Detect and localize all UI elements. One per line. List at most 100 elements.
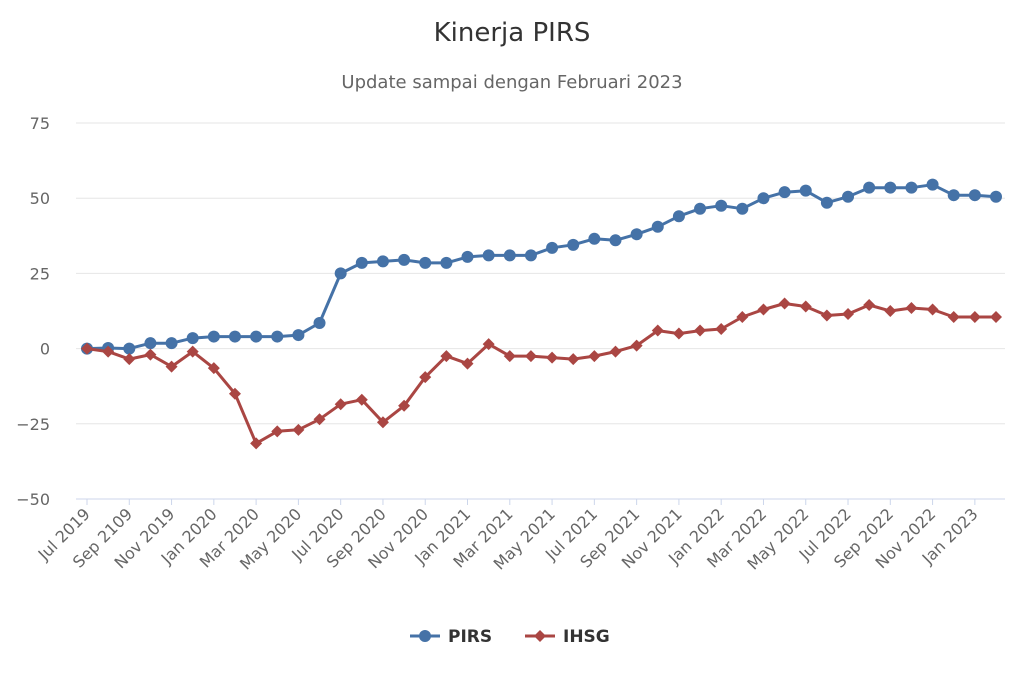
data-point-pirs[interactable] [207,330,220,343]
data-point-ihsg[interactable] [799,300,812,313]
data-point-ihsg[interactable] [588,350,601,363]
data-point-ihsg[interactable] [630,339,643,352]
data-point-pirs[interactable] [144,337,157,350]
data-point-ihsg[interactable] [567,353,580,366]
data-point-pirs[interactable] [165,337,178,350]
data-point-pirs[interactable] [398,253,411,266]
legend-item-ihsg[interactable]: IHSG [525,627,610,647]
data-point-pirs[interactable] [503,249,516,262]
data-point-ihsg[interactable] [271,425,284,438]
data-point-pirs[interactable] [524,249,537,262]
data-point-pirs[interactable] [926,178,939,191]
data-point-ihsg[interactable] [228,387,241,400]
data-point-pirs[interactable] [355,256,368,269]
data-point-pirs[interactable] [630,228,643,241]
data-point-ihsg[interactable] [482,338,495,351]
data-point-pirs[interactable] [863,181,876,194]
legend-item-pirs[interactable]: PIRS [410,627,492,647]
data-point-ihsg[interactable] [778,297,791,310]
data-point-pirs[interactable] [609,234,622,247]
data-point-ihsg[interactable] [102,345,115,358]
legend-marker-ihsg [534,630,546,642]
data-point-pirs[interactable] [588,232,601,245]
legend-label-pirs: PIRS [448,627,492,647]
data-point-pirs[interactable] [672,210,685,223]
data-point-pirs[interactable] [482,249,495,262]
data-point-ihsg[interactable] [440,350,453,363]
data-point-ihsg[interactable] [123,353,136,366]
data-point-pirs[interactable] [567,238,580,251]
data-point-ihsg[interactable] [165,360,178,373]
data-point-ihsg[interactable] [990,311,1002,324]
data-point-ihsg[interactable] [736,311,749,324]
data-point-ihsg[interactable] [842,308,855,321]
data-point-pirs[interactable] [313,317,326,330]
data-point-pirs[interactable] [905,181,918,194]
data-point-pirs[interactable] [546,241,559,254]
data-point-ihsg[interactable] [609,345,622,358]
data-point-pirs[interactable] [250,330,263,343]
data-point-pirs[interactable] [947,189,960,202]
data-point-ihsg[interactable] [250,437,263,450]
data-point-ihsg[interactable] [863,298,876,311]
y-tick-label: 50 [30,189,50,208]
data-point-ihsg[interactable] [672,327,685,340]
chart-subtitle: Update sampai dengan Februari 2023 [341,72,682,93]
data-point-ihsg[interactable] [820,309,833,322]
data-point-pirs[interactable] [228,330,241,343]
data-point-ihsg[interactable] [81,342,93,355]
data-point-ihsg[interactable] [926,303,939,316]
data-point-pirs[interactable] [651,220,664,233]
data-point-ihsg[interactable] [292,423,305,436]
data-point-pirs[interactable] [990,190,1002,203]
data-point-pirs[interactable] [440,256,453,269]
data-point-ihsg[interactable] [715,323,728,336]
data-point-ihsg[interactable] [313,413,326,426]
data-point-pirs[interactable] [461,250,474,263]
data-point-pirs[interactable] [968,189,981,202]
chart-title: Kinerja PIRS [434,18,591,48]
data-point-ihsg[interactable] [207,362,220,375]
data-point-ihsg[interactable] [947,311,960,324]
series-pirs [81,178,1002,355]
data-point-ihsg[interactable] [144,348,157,361]
legend[interactable]: PIRS IHSG [410,627,610,647]
data-point-ihsg[interactable] [503,350,516,363]
data-point-ihsg[interactable] [546,351,559,364]
data-point-pirs[interactable] [123,342,136,355]
data-point-ihsg[interactable] [355,393,368,406]
series-line-ihsg [86,302,996,445]
data-point-pirs[interactable] [271,330,284,343]
data-point-ihsg[interactable] [419,371,432,384]
data-point-pirs[interactable] [694,202,707,215]
data-point-ihsg[interactable] [398,399,411,412]
data-point-pirs[interactable] [842,190,855,203]
data-point-pirs[interactable] [884,181,897,194]
data-point-pirs[interactable] [334,267,347,280]
data-point-ihsg[interactable] [694,324,707,337]
data-point-ihsg[interactable] [186,345,199,358]
data-point-ihsg[interactable] [376,416,389,429]
data-point-ihsg[interactable] [461,357,474,370]
data-point-pirs[interactable] [376,255,389,268]
data-point-pirs[interactable] [736,202,749,215]
data-point-ihsg[interactable] [884,305,897,317]
data-point-ihsg[interactable] [651,324,664,337]
data-point-pirs[interactable] [778,186,791,199]
data-point-ihsg[interactable] [334,398,347,411]
data-point-pirs[interactable] [186,332,199,345]
data-point-pirs[interactable] [715,199,728,212]
data-point-ihsg[interactable] [757,303,770,316]
data-point-ihsg[interactable] [524,350,537,363]
y-tick-label: −50 [16,490,50,509]
y-tick-label: 0 [40,340,50,359]
data-point-pirs[interactable] [799,184,812,197]
data-point-ihsg[interactable] [905,301,918,314]
data-point-pirs[interactable] [419,256,432,269]
data-point-ihsg[interactable] [968,311,981,324]
data-point-pirs[interactable] [820,196,833,209]
data-point-pirs[interactable] [757,192,770,205]
data-point-pirs[interactable] [292,329,305,342]
